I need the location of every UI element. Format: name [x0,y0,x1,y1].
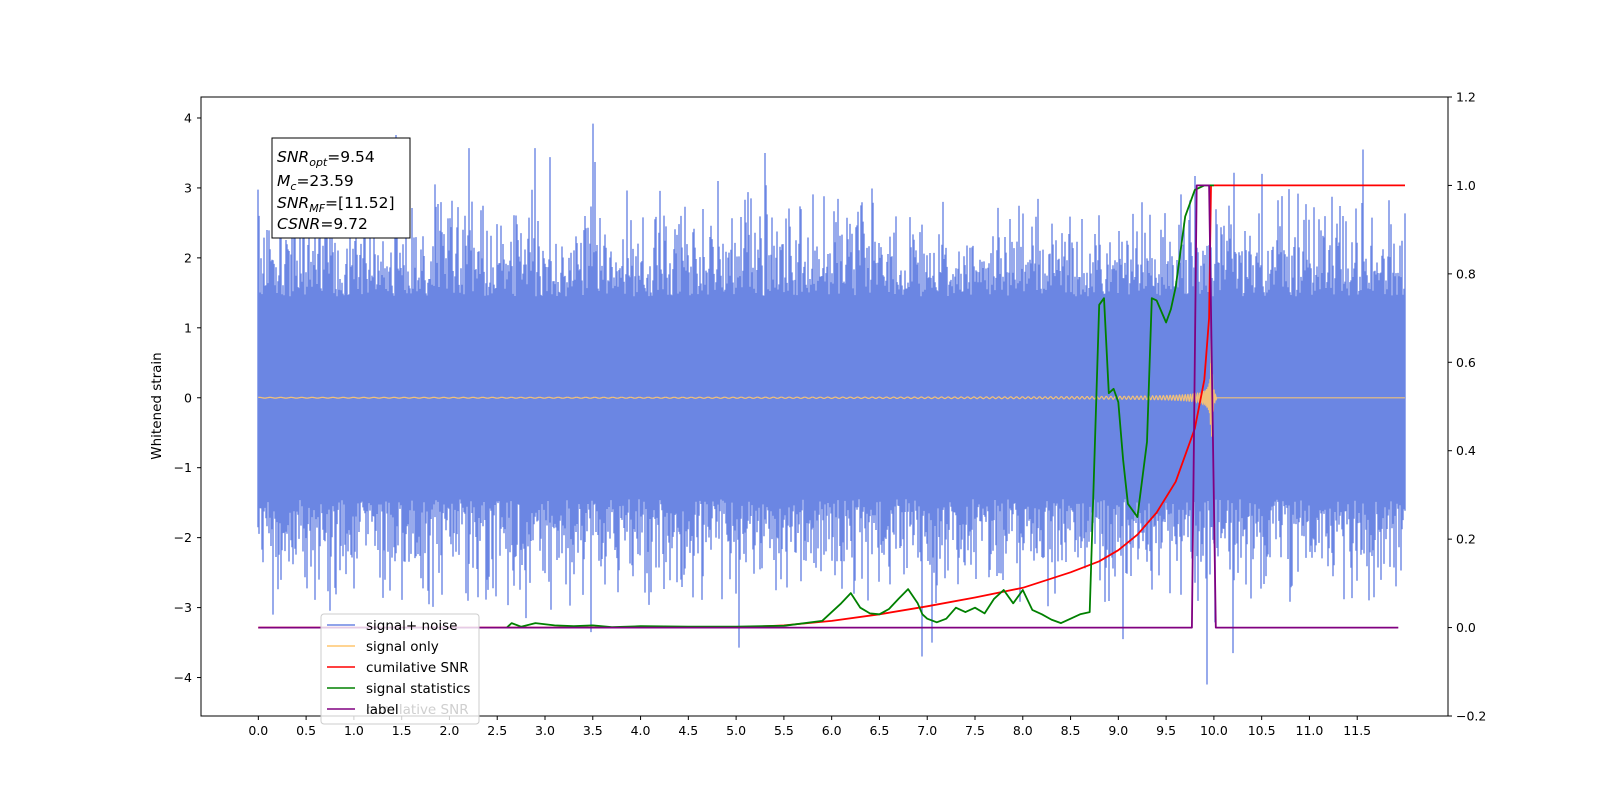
y-left-tick-label: −2 [174,530,192,545]
y-right-tick-label: −0.2 [1456,709,1486,724]
x-tick-label: 9.5 [1156,723,1176,738]
legend-entry-cumulative-snr: cumilative SNR [327,660,469,676]
plot-frame [200,96,1449,717]
legend-label-signal-only: signal only [366,639,439,655]
x-tick-label: 8.5 [1061,723,1081,738]
x-tick-label: 7.5 [965,723,985,738]
y-left-tick-label: 4 [184,110,192,125]
x-tick-label: 8.0 [1013,723,1033,738]
y-right-tick-label: 0.0 [1456,620,1476,635]
x-tick-label: 6.5 [869,723,889,738]
legend: signal+ noise signal only cumilative SNR… [320,613,480,725]
legend-entry-signal-statistics: signal statistics [327,681,470,697]
x-tick-label: 6.0 [822,723,842,738]
y-left-tick-label: −4 [174,670,192,685]
legend-frame [320,613,480,725]
legend-label-label: label [366,702,399,718]
x-tick-label: 1.5 [392,723,412,738]
series-signal-only [258,334,1405,437]
y-right-tick-label: 0.2 [1456,532,1476,547]
x-tick-label: 2.5 [487,723,507,738]
info-line-mc: Mc=23.59 [277,172,354,193]
ticks-layer: 0.0 0.5 1.0 1.5 2.0 2.5 3.0 3.5 4.0 4.5 5.0 5.5 6.0 6… [174,90,1487,739]
legend-entry-signal-only: signal only [327,639,439,655]
x-tick-label: 0.0 [248,723,268,738]
x-tick-label: 1.0 [344,723,364,738]
y-right-tick-label: 1.2 [1456,90,1476,105]
y-right-tick-label: 0.6 [1456,355,1476,370]
legend-label-signal-noise: signal+ noise [366,618,457,634]
y-left-tick-label: 0 [184,390,192,405]
series-signal-only-trace [258,334,1405,437]
legend-label-signal-statistics: signal statistics [366,681,470,697]
x-tick-label: 4.0 [631,723,651,738]
x-tick-label: 2.0 [439,723,459,738]
y-axis-label-left: Whitened strain [149,352,165,459]
info-line-snr-mf: SNRMF=[11.52] [277,194,395,215]
info-box: SNRopt=9.54 Mc=23.59 SNRMF=[11.52] CSNR=… [271,137,411,239]
x-tick-label: 0.5 [296,723,316,738]
series-signal-noise [257,123,1406,685]
series-label [258,184,1399,629]
x-tick-label: 3.5 [583,723,603,738]
x-tick-label: 5.0 [726,723,746,738]
x-tick-label: 4.5 [678,723,698,738]
info-line-csnr: CSNR=9.72 [277,215,368,233]
y-right-tick-label: 0.8 [1456,266,1476,281]
legend-entry-signal-noise: signal+ noise [327,618,457,634]
y-left-tick-label: −1 [174,460,192,475]
legend-label-cumulative-snr: cumilative SNR [366,660,469,676]
y-right-tick-label: 1.0 [1456,178,1476,193]
y-left-tick-label: 1 [184,320,192,335]
series-label-line [258,184,1399,629]
x-tick-label: 11.0 [1296,723,1324,738]
info-box-frame [271,137,411,239]
series-signal-noise-trace [257,123,1406,685]
x-tick-label: 10.5 [1248,723,1276,738]
x-tick-label: 10.0 [1200,723,1228,738]
x-tick-label: 3.0 [535,723,555,738]
x-tick-label: 7.0 [917,723,937,738]
x-tick-label: 5.5 [774,723,794,738]
series-layer [257,123,1406,685]
y-right-tick-label: 0.4 [1456,443,1476,458]
y-left-tick-label: −3 [174,600,192,615]
legend-ghost-label: cumilative SNR [366,702,469,718]
y-left-tick-label: 3 [184,180,192,195]
x-tick-label: 11.5 [1343,723,1371,738]
x-tick-label: 9.0 [1108,723,1128,738]
y-left-tick-label: 2 [184,250,192,265]
info-line-snr-opt: SNRopt=9.54 [277,148,375,169]
legend-entry-label: cumilative SNR label [327,702,469,718]
